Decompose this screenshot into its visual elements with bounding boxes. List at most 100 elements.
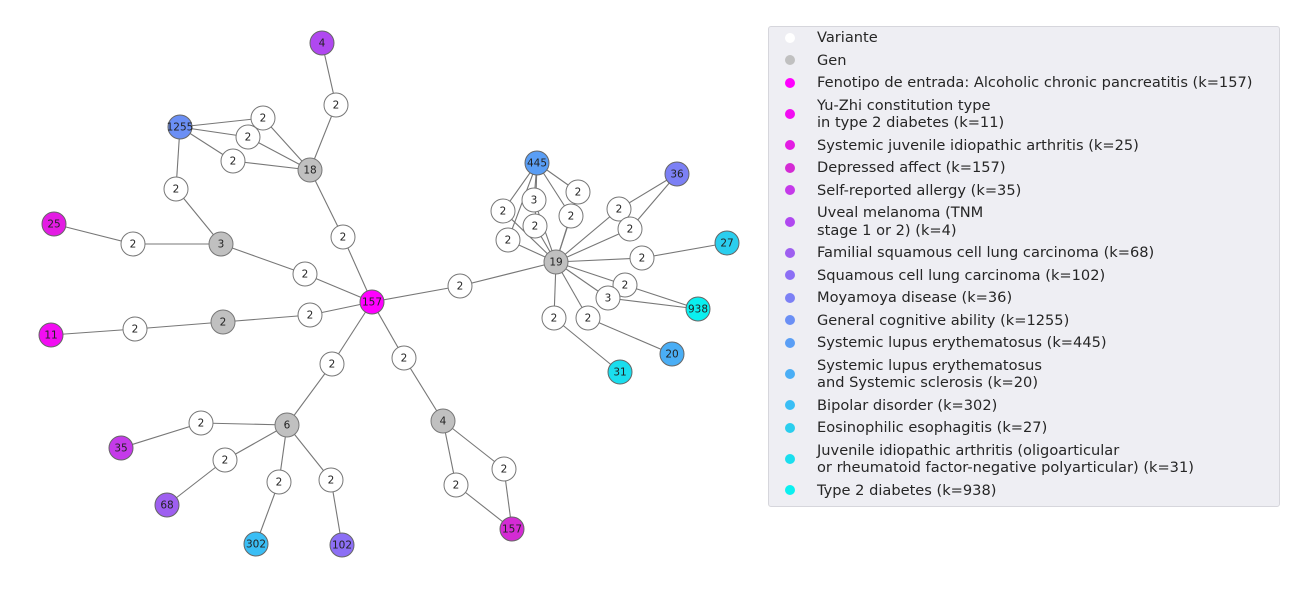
variant-node-label: 2 xyxy=(302,269,309,281)
gene-node-label: 4 xyxy=(440,416,447,428)
graph-edge xyxy=(232,160,311,171)
legend-marker xyxy=(785,270,795,281)
variant-node-label: 2 xyxy=(505,235,512,247)
phenotype-node: 157 xyxy=(359,289,385,315)
variant-node-circle xyxy=(629,245,655,271)
variant-node-circle xyxy=(292,261,318,287)
legend-label: Bipolar disorder (k=302) xyxy=(817,396,998,414)
phenotype-node-label: 445 xyxy=(527,158,547,170)
legend-entry: Type 2 diabetes (k=938) xyxy=(769,482,1279,500)
gene-node-label: 18 xyxy=(303,165,316,177)
phenotype-node-label: 302 xyxy=(246,539,266,551)
variant-node: 2 xyxy=(235,124,261,150)
graph-edge xyxy=(120,422,202,449)
graph-edge xyxy=(442,420,505,470)
variant-node: 2 xyxy=(629,245,655,271)
legend-entry: Eosinophilic esophagitis (k=27) xyxy=(769,419,1279,437)
variant-node: 2 xyxy=(612,272,638,298)
variant-node: 2 xyxy=(163,176,189,202)
legend-entry: Juvenile idiopathic arthritis (oligoarti… xyxy=(769,442,1279,477)
variant-node: 2 xyxy=(606,196,632,222)
phenotype-node: 68 xyxy=(154,492,180,518)
phenotype-node-circle xyxy=(38,322,64,348)
variant-node-label: 2 xyxy=(173,184,180,196)
phenotype-node: 11 xyxy=(38,322,64,348)
gene-node: 3 xyxy=(208,231,234,257)
legend: Variante Gen Fenotipo de entrada: Alcoholi… xyxy=(768,26,1280,507)
phenotype-node: 27 xyxy=(714,230,740,256)
phenotype-node-circle xyxy=(499,516,525,542)
legend-label: Familial squamous cell lung carcinoma (k… xyxy=(817,244,1155,261)
variant-node-label: 2 xyxy=(532,221,539,233)
variant-node-circle xyxy=(447,273,473,299)
variant-node-circle xyxy=(617,216,643,242)
phenotype-node-circle xyxy=(309,30,335,56)
variant-node-circle xyxy=(558,203,584,229)
phenotype-node: 302 xyxy=(243,531,269,557)
legend-entry: Fenotipo de entrada: Alcoholic chronic p… xyxy=(769,74,1279,92)
graph-edge xyxy=(555,228,631,263)
phenotype-node: 4 xyxy=(309,30,335,56)
phenotype-node-label: 20 xyxy=(665,349,678,361)
gene-node-circle xyxy=(274,412,300,438)
legend-label: Gen xyxy=(817,51,847,69)
variant-node-label: 2 xyxy=(222,455,229,467)
variant-node-label: 2 xyxy=(453,480,460,492)
variant-node-label: 2 xyxy=(276,477,283,489)
phenotype-node-label: 36 xyxy=(670,169,684,181)
variant-node-label: 3 xyxy=(531,195,538,207)
legend-entry: Moyamoya disease (k=36) xyxy=(769,289,1279,307)
variant-node: 2 xyxy=(490,198,516,224)
graph-edge xyxy=(200,422,288,426)
legend-label: Eosinophilic esophagitis (k=27) xyxy=(817,419,1048,436)
variant-node: 2 xyxy=(491,456,517,482)
variant-node-circle xyxy=(443,472,469,498)
graph-edge xyxy=(222,314,311,323)
variant-node: 2 xyxy=(443,472,469,498)
phenotype-node-label: 27 xyxy=(720,238,733,250)
variant-node: 2 xyxy=(266,469,292,495)
variant-node-label: 2 xyxy=(568,211,575,223)
variant-node: 2 xyxy=(495,227,521,253)
gene-node-circle xyxy=(297,157,323,183)
variant-node: 2 xyxy=(447,273,473,299)
variant-node: 3 xyxy=(595,285,621,311)
legend-marker xyxy=(785,315,795,326)
legend-entry: Bipolar disorder (k=302) xyxy=(769,397,1279,415)
graph-edge xyxy=(641,242,728,259)
gene-node-label: 6 xyxy=(284,420,291,432)
phenotype-node-circle xyxy=(154,492,180,518)
gene-node-circle xyxy=(430,408,456,434)
legend-label: Type 2 diabetes (k=938) xyxy=(817,481,997,499)
variant-node-label: 2 xyxy=(130,239,137,251)
legend-entry: Self-reported allergy (k=35) xyxy=(769,182,1279,200)
legend-marker xyxy=(785,140,795,151)
phenotype-node-label: 157 xyxy=(362,297,382,309)
phenotype-node-label: 11 xyxy=(44,330,57,342)
phenotype-node: 157 xyxy=(499,516,525,542)
legend-entry: Gen xyxy=(769,52,1279,70)
phenotype-node-circle xyxy=(108,435,134,461)
phenotype-node-circle xyxy=(659,341,685,367)
legend-marker xyxy=(785,162,795,173)
variant-node-label: 2 xyxy=(328,475,335,487)
variant-node-circle xyxy=(606,196,632,222)
graph-edge xyxy=(553,317,621,373)
variant-node-label: 2 xyxy=(500,206,507,218)
variant-node: 3 xyxy=(521,187,547,213)
graph-edge xyxy=(134,321,224,330)
graph-edge xyxy=(50,328,136,336)
legend-label: Juvenile idiopathic arthritis (oligoarti… xyxy=(817,441,1194,477)
phenotype-node-label: 4 xyxy=(319,38,326,50)
variant-node-circle xyxy=(330,224,356,250)
gene-node-label: 3 xyxy=(218,239,225,251)
gene-node: 19 xyxy=(543,249,569,275)
variant-node-label: 2 xyxy=(401,353,408,365)
variant-node-circle xyxy=(323,92,349,118)
legend-marker xyxy=(785,369,795,379)
phenotype-node: 938 xyxy=(685,296,711,322)
phenotype-node-label: 938 xyxy=(688,304,708,316)
graph-edge xyxy=(371,285,461,303)
variant-node-circle xyxy=(495,227,521,253)
legend-label: Self-reported allergy (k=35) xyxy=(817,181,1022,199)
